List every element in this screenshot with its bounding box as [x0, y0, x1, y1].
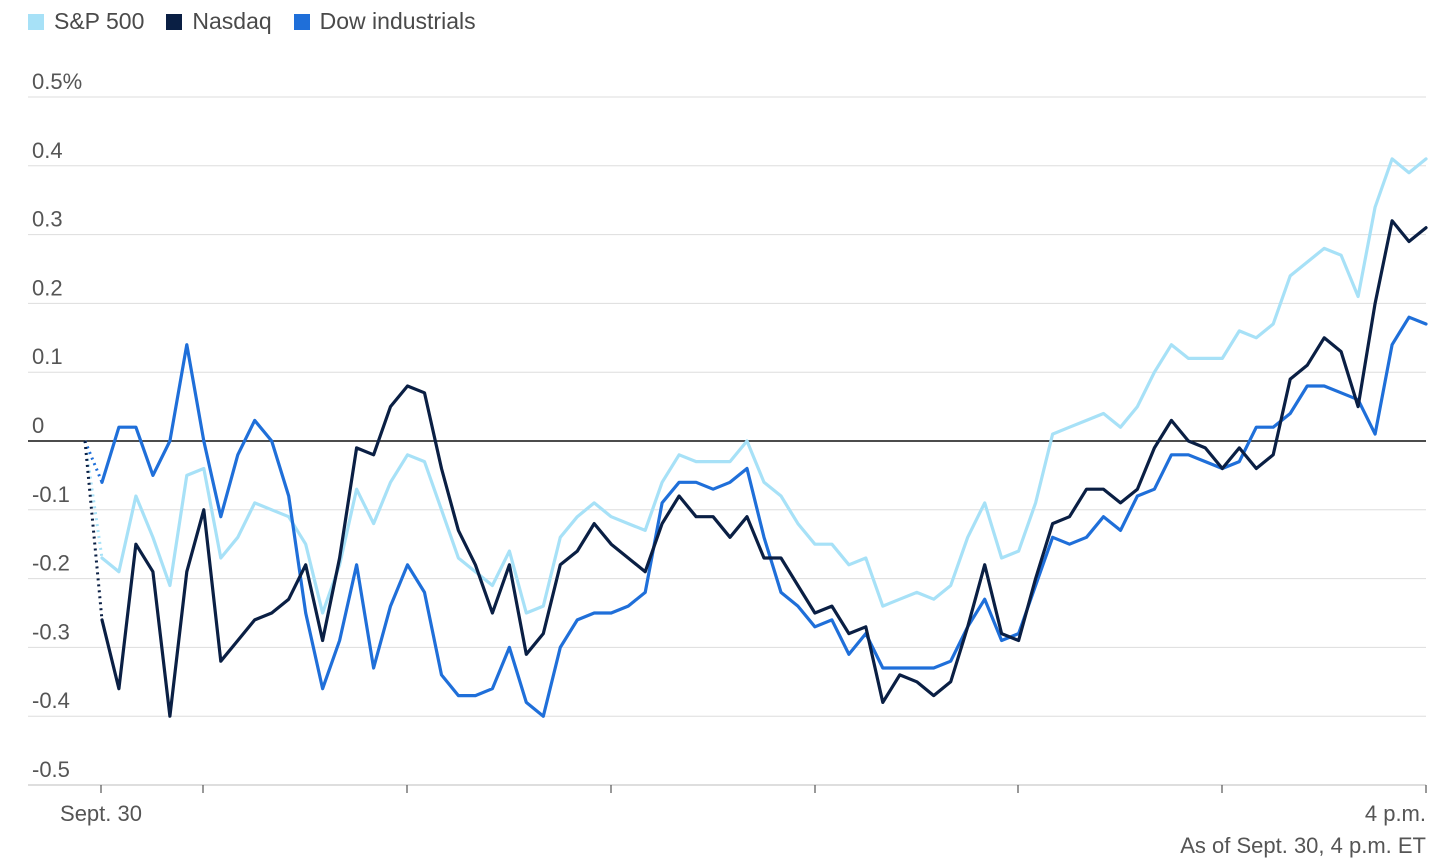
y-tick-label: 0.5%: [32, 69, 82, 94]
legend-swatch-nasdaq: [166, 13, 183, 30]
legend-item-nasdaq[interactable]: Nasdaq: [166, 8, 272, 35]
y-tick-label: 0.4: [32, 138, 63, 163]
legend-item-dow[interactable]: Dow industrials: [293, 8, 476, 35]
y-tick-label: 0.2: [32, 275, 63, 300]
y-tick-label: -0.3: [32, 619, 70, 644]
legend: S&P 500 Nasdaq Dow industrials: [28, 8, 476, 35]
y-tick-label: -0.4: [32, 688, 70, 713]
x-tick-label-end: 4 p.m.: [1365, 801, 1426, 826]
legend-label-dow: Dow industrials: [319, 8, 476, 34]
series-line-nasdaq: [100, 219, 1428, 718]
y-tick-label: 0.3: [32, 207, 63, 232]
y-tick-label: -0.2: [32, 551, 70, 576]
y-tick-label: -0.1: [32, 482, 70, 507]
series-line-s-p-500: [100, 157, 1428, 615]
legend-item-sp500[interactable]: S&P 500: [28, 8, 144, 35]
series-start-segment-dow-industrials: [83, 440, 104, 483]
legend-swatch-dow: [293, 13, 310, 30]
legend-label-sp500: S&P 500: [54, 8, 145, 34]
x-tick-label-start: Sept. 30: [60, 801, 142, 826]
series-line-dow-industrials: [100, 315, 1428, 718]
chart-note: As of Sept. 30, 4 p.m. ET: [1180, 833, 1426, 858]
y-tick-label: 0.1: [32, 344, 63, 369]
legend-label-nasdaq: Nasdaq: [192, 8, 272, 34]
y-tick-label: -0.5: [32, 757, 70, 782]
legend-swatch-sp500: [28, 13, 44, 30]
y-tick-label: 0: [32, 413, 44, 438]
